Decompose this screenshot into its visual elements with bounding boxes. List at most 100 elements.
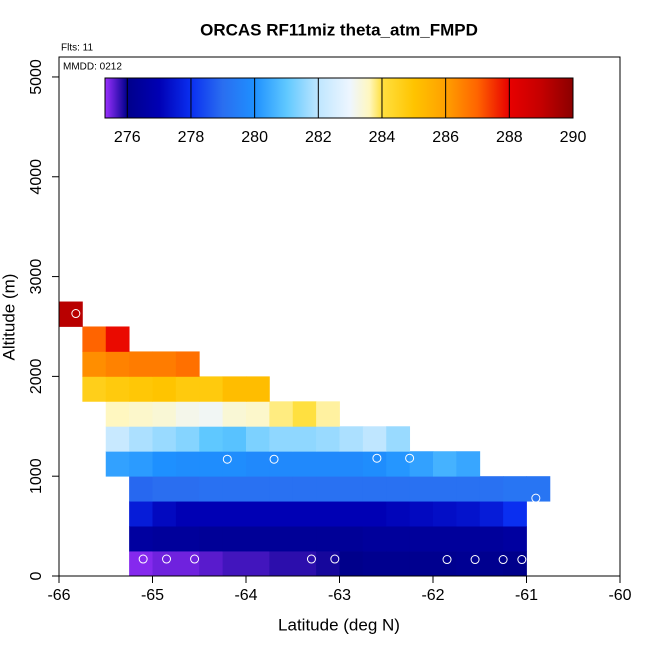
flight-point <box>306 554 316 564</box>
heat-cell <box>269 451 294 477</box>
heat-cell <box>152 451 177 477</box>
heat-cell <box>222 551 247 577</box>
heat-cell <box>456 551 481 577</box>
colorbar-tick-label: 278 <box>178 129 205 146</box>
colorbar-tick-label: 276 <box>114 129 141 146</box>
heat-cell <box>316 451 340 477</box>
heat-cell <box>503 526 527 552</box>
heat-cell <box>175 526 200 552</box>
heat-cell <box>152 351 177 377</box>
heat-cell <box>479 501 504 527</box>
heat-cell <box>316 426 340 452</box>
heat-cell <box>152 526 177 552</box>
y-tick-label: 4000 <box>28 159 45 195</box>
flight-point <box>442 555 452 565</box>
heat-cell <box>82 376 107 402</box>
heat-cell <box>269 526 294 552</box>
heat-cell <box>292 401 317 427</box>
heat-cell <box>246 526 270 552</box>
y-axis-label: Altitude (m) <box>0 274 18 361</box>
heat-cell <box>105 401 130 427</box>
heat-cell <box>433 501 457 527</box>
x-axis-label: Latitude (deg N) <box>278 615 400 634</box>
colorbar <box>104 77 574 119</box>
heat-cell <box>433 551 457 577</box>
heat-cell <box>199 426 224 452</box>
heat-cell <box>316 401 340 427</box>
heat-cell <box>152 476 177 502</box>
heat-cell <box>246 451 270 477</box>
heat-cell <box>246 376 270 402</box>
heat-cell <box>456 451 481 477</box>
heat-cell <box>222 526 247 552</box>
flight-point <box>372 453 382 463</box>
flight-point <box>405 453 415 463</box>
colorbar-tick-label: 290 <box>560 129 587 146</box>
x-tick-label: -62 <box>421 587 444 604</box>
heat-cell <box>292 526 317 552</box>
heat-cell <box>152 551 177 577</box>
heat-cell <box>456 501 481 527</box>
heat-cell <box>316 551 340 577</box>
flight-point <box>531 493 541 503</box>
heat-cell <box>269 401 294 427</box>
heat-cell <box>362 426 387 452</box>
heat-cell <box>175 451 200 477</box>
heat-cell <box>269 426 294 452</box>
colorbar-tick-label: 288 <box>496 129 523 146</box>
colorbar-tick-label: 282 <box>305 129 332 146</box>
heat-cell <box>129 476 153 502</box>
flight-point <box>162 554 172 564</box>
heat-cell <box>479 476 504 502</box>
heat-cell <box>503 551 527 577</box>
heat-cell <box>246 551 270 577</box>
y-tick-label: 1000 <box>28 458 45 494</box>
heat-cell <box>222 426 247 452</box>
flight-point <box>71 309 81 319</box>
heat-cell <box>339 451 364 477</box>
heat-cell <box>129 501 153 527</box>
heat-cell <box>386 551 411 577</box>
heat-cell <box>129 426 153 452</box>
heat-cell <box>409 551 434 577</box>
y-tick-label: 3000 <box>28 259 45 295</box>
annotation: Flts: 11 <box>61 43 93 54</box>
heat-cell <box>386 501 411 527</box>
x-tick-label: -60 <box>608 587 631 604</box>
heat-cell <box>433 476 457 502</box>
heat-cell <box>292 551 317 577</box>
heat-cell <box>409 526 434 552</box>
heat-cell <box>292 451 317 477</box>
heat-cell <box>386 451 411 477</box>
heat-cell <box>269 551 294 577</box>
heat-cell <box>129 551 153 577</box>
y-tick-label: 0 <box>28 571 45 580</box>
heat-cell <box>409 451 434 477</box>
heat-cell <box>222 401 247 427</box>
heat-cell <box>503 501 527 527</box>
heat-cell <box>105 376 130 402</box>
flight-point <box>330 554 340 564</box>
heat-cell <box>339 526 364 552</box>
heat-cell <box>152 376 177 402</box>
x-tick-label: -64 <box>234 587 257 604</box>
flight-point <box>498 555 508 565</box>
heat-cell <box>503 476 527 502</box>
heat-cell <box>292 501 317 527</box>
y-tick-label: 5000 <box>28 59 45 95</box>
heat-cell <box>433 526 457 552</box>
heat-cell <box>339 426 364 452</box>
x-tick-label: -61 <box>515 587 538 604</box>
heat-cell <box>152 501 177 527</box>
heat-cell <box>409 476 434 502</box>
heat-cell <box>129 451 153 477</box>
heat-cell <box>526 476 551 502</box>
heat-cell <box>456 476 481 502</box>
heat-cell <box>362 526 387 552</box>
heat-cell <box>222 476 247 502</box>
heat-cell <box>175 401 200 427</box>
heat-cell <box>386 476 411 502</box>
flight-point <box>517 555 527 565</box>
heat-cell <box>82 351 107 377</box>
